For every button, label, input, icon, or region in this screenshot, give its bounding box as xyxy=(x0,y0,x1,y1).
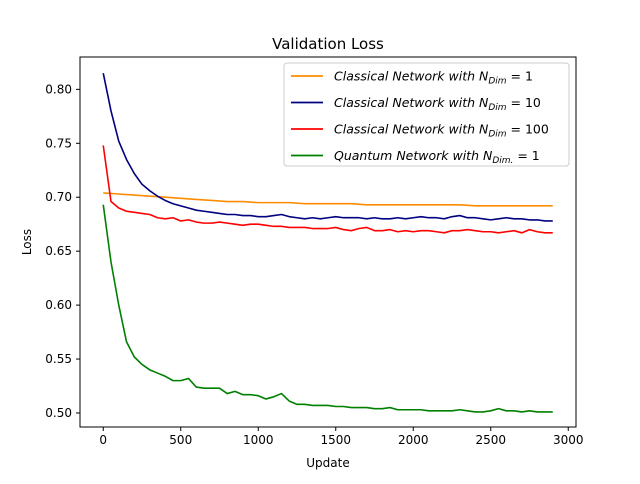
legend-label-main: Classical Network with N xyxy=(334,122,489,137)
legend-label-tail: = 100 xyxy=(507,122,549,137)
series-line-1 xyxy=(103,192,553,207)
y-tick-label: 0.60 xyxy=(45,298,72,312)
x-tick-label: 0 xyxy=(99,433,107,447)
x-tick-label: 500 xyxy=(169,433,192,447)
legend: Classical Network with NDim = 1Classical… xyxy=(283,62,570,167)
series-line-4 xyxy=(102,204,553,413)
legend-label-subscript: Dim xyxy=(488,130,506,140)
y-tick-label: 0.70 xyxy=(45,190,72,204)
legend-label-subscript: Dim xyxy=(488,77,506,87)
legend-box xyxy=(283,62,570,167)
legend-label-main: Classical Network with N xyxy=(334,95,489,110)
series-line-2 xyxy=(102,73,553,222)
legend-label-subscript: Dim xyxy=(488,103,506,113)
x-tick-label: 2000 xyxy=(398,433,429,447)
legend-label-3: Classical Network with NDim = 100 xyxy=(334,122,549,140)
legend-label-main: Classical Network with N xyxy=(334,69,489,84)
legend-label-4: Quantum Network with NDim. = 1 xyxy=(334,148,540,166)
legend-label-1: Classical Network with NDim = 1 xyxy=(334,69,533,87)
y-tick-label: 0.80 xyxy=(45,82,72,96)
plot-area xyxy=(79,56,577,428)
x-axis: 0 500 1000 1500 2000 2500 3000 xyxy=(99,427,584,447)
legend-label-main: Quantum Network with N xyxy=(334,148,493,163)
x-axis-label: Update xyxy=(306,456,349,470)
legend-label-tail: = 1 xyxy=(513,148,539,163)
legend-label-subscript: Dim. xyxy=(492,156,513,166)
y-tick-label: 0.50 xyxy=(45,406,72,420)
plot-frame xyxy=(79,56,577,428)
x-tick-label: 3000 xyxy=(553,433,584,447)
y-tick-label: 0.65 xyxy=(45,244,72,258)
y-tick-label: 0.55 xyxy=(45,352,72,366)
y-axis: 0.50 0.55 0.60 0.65 0.70 0.75 0.80 xyxy=(45,82,80,420)
x-tick-label: 1000 xyxy=(243,433,274,447)
series-line-3 xyxy=(102,145,553,234)
x-tick-label: 2500 xyxy=(475,433,506,447)
legend-label-tail: = 10 xyxy=(507,95,541,110)
y-axis-label: Loss xyxy=(20,229,34,255)
chart-title: Validation Loss xyxy=(272,35,384,53)
y-tick-label: 0.75 xyxy=(45,136,72,150)
legend-label-tail: = 1 xyxy=(507,69,533,84)
x-tick-label: 1500 xyxy=(320,433,351,447)
legend-label-2: Classical Network with NDim = 10 xyxy=(334,95,541,113)
series-layer xyxy=(102,73,553,413)
